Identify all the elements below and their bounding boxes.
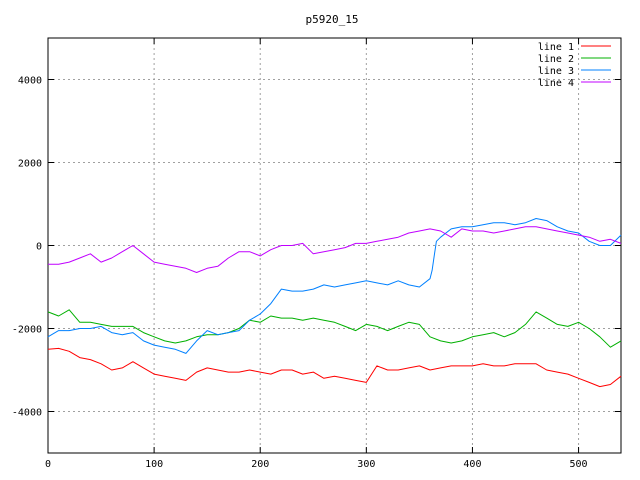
legend-label: line 1 bbox=[538, 42, 574, 53]
axis-ticks: 0 100 200 300 400 500 -4000 -2000 0 2000 4000 bbox=[12, 38, 621, 470]
x-tick-label: 300 bbox=[357, 459, 375, 470]
y-tick-label: 0 bbox=[36, 242, 42, 253]
x-tick-label: 400 bbox=[463, 459, 481, 470]
y-tick-label: 2000 bbox=[18, 159, 42, 170]
x-tick-label: 200 bbox=[251, 459, 269, 470]
legend-label: line 2 bbox=[538, 54, 574, 65]
y-tick-label: -2000 bbox=[12, 325, 42, 336]
y-tick-label: -4000 bbox=[12, 408, 42, 419]
legend-label: line 4 bbox=[538, 78, 574, 89]
series-lines bbox=[47, 218, 622, 388]
series-line-4 bbox=[48, 226, 622, 273]
y-tick-label: 4000 bbox=[18, 76, 42, 87]
series-line-1 bbox=[47, 347, 622, 388]
legend-label: line 3 bbox=[538, 66, 574, 77]
series-line-2 bbox=[47, 309, 622, 348]
x-tick-label: 100 bbox=[145, 459, 163, 470]
x-tick-label: 0 bbox=[45, 459, 51, 470]
series-line-3 bbox=[47, 218, 622, 354]
grid bbox=[48, 38, 621, 453]
x-tick-label: 500 bbox=[570, 459, 588, 470]
chart-title: p5920_15 bbox=[306, 13, 359, 26]
